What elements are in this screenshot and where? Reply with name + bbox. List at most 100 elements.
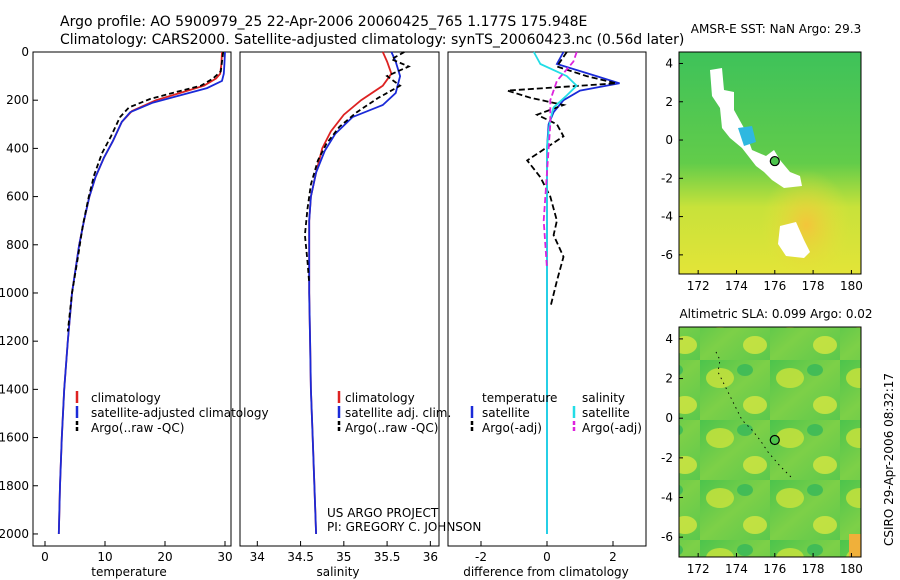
- salinity-xtick-label: 36: [423, 550, 438, 564]
- difference-legend: temperature satellite Argo(-adj) salinit…: [470, 391, 642, 435]
- temperature-xtick-label: 0: [41, 550, 49, 564]
- depth-tick-label: 2000: [0, 527, 29, 541]
- sst-map-title: AMSR-E SST: NaN Argo: 29.3: [691, 22, 861, 36]
- difference-line-salinity-satellite: [533, 51, 578, 534]
- salinity-line-satellite-adj-clim-: [308, 51, 402, 535]
- project-name: US ARGO PROJECT: [327, 506, 439, 520]
- temperature-line-argo-raw-qc-: [66, 51, 225, 332]
- sst-lat-tick-label: 4: [665, 56, 673, 70]
- sst-lat-tick-label: -2: [661, 171, 673, 185]
- sla-lat-tick-label: 0: [665, 411, 673, 425]
- salinity-line-climatology: [308, 51, 393, 535]
- depth-tick-label: 1800: [0, 479, 29, 493]
- sla-map-axis-ticks: 172 174 176 178 180 4 2 0 -2 -4 -6: [661, 332, 863, 576]
- legend-label-argo: Argo(..raw -QC): [345, 421, 438, 435]
- sst-lon-tick-label: 176: [763, 279, 786, 293]
- argo-float-marker: [769, 155, 780, 167]
- sst-lon-tick-label: 180: [840, 279, 863, 293]
- credit-text: CSIRO 29-Apr-2006 08:32:17: [882, 373, 896, 546]
- temperature-xtick-label: 10: [97, 550, 112, 564]
- sst-lon-tick-label: 172: [687, 279, 710, 293]
- depth-tick-label: 0: [21, 45, 29, 59]
- salinity-line-argo-raw-qc-: [303, 51, 411, 284]
- legend-label-temp-satellite: satellite: [482, 406, 530, 420]
- legend-label-climatology: climatology: [345, 391, 415, 405]
- temperature-xtick-label: 20: [157, 550, 172, 564]
- sst-map: [678, 51, 862, 275]
- sst-lat-tick-label: -4: [661, 210, 673, 224]
- title-line-1: Argo profile: AO 5900979_25 22-Apr-2006 …: [60, 14, 587, 30]
- legend-label-argo: Argo(..raw -QC): [91, 421, 184, 435]
- salinity-panel-frame: [239, 51, 440, 547]
- sla-lat-tick-label: -2: [661, 451, 673, 465]
- sst-frame: [678, 51, 862, 275]
- difference-xlabel: difference from climatology: [463, 565, 629, 579]
- salinity-legend: climatology satellite adj. clim. Argo(..…: [337, 391, 451, 435]
- temperature-legend: climatology satellite-adjusted climatolo…: [75, 391, 269, 435]
- title-line-2: Climatology: CARS2000. Satellite-adjuste…: [60, 32, 684, 48]
- sla-lon-tick-label: 176: [763, 562, 786, 576]
- sst-map-axis-ticks: 172 174 176 178 180 4 2 0 -2 -4 -6: [661, 56, 863, 293]
- depth-tick-label: 200: [6, 93, 29, 107]
- sla-lon-tick-label: 180: [840, 562, 863, 576]
- sla-lat-tick-label: 2: [665, 372, 673, 386]
- difference-axis-ticks: -2 0 2: [475, 541, 617, 564]
- depth-tick-label: 600: [6, 190, 29, 204]
- sla-lat-tick-label: -4: [661, 491, 673, 505]
- legend-label-sal-argo: Argo(-adj): [582, 421, 642, 435]
- difference-xtick-label: 0: [543, 550, 551, 564]
- salinity-xtick-label: 34.5: [287, 550, 314, 564]
- temperature-xtick-label: 30: [217, 550, 232, 564]
- depth-tick-label: 1400: [0, 382, 29, 396]
- temperature-series: [57, 51, 226, 535]
- sst-lon-tick-label: 174: [725, 279, 748, 293]
- depth-tick-label: 1200: [0, 334, 29, 348]
- sla-map-title: Altimetric SLA: 0.099 Argo: 0.02: [679, 307, 872, 321]
- sla-lon-tick-label: 174: [725, 562, 748, 576]
- difference-line-temperature-argo-adj-: [507, 51, 617, 308]
- legend-heading-temperature: temperature: [482, 391, 557, 405]
- legend-label-sal-satellite: satellite: [582, 406, 630, 420]
- sla-lat-tick-label: 4: [665, 332, 673, 346]
- salinity-xtick-label: 34: [250, 550, 265, 564]
- salinity-axis-ticks: 34 34.5 35 35.5 36: [250, 541, 438, 564]
- sla-lat-tick-label: -6: [661, 530, 673, 544]
- project-pi: PI: GREGORY C. JOHNSON: [327, 520, 481, 534]
- salinity-xtick-label: 35.5: [374, 550, 401, 564]
- legend-label-satellite: satellite adj. clim.: [345, 406, 451, 420]
- legend-label-climatology: climatology: [91, 391, 161, 405]
- depth-tick-label: 400: [6, 141, 29, 155]
- difference-xtick-label: 2: [609, 550, 617, 564]
- sst-lat-tick-label: 0: [665, 133, 673, 147]
- legend-heading-salinity: salinity: [582, 391, 625, 405]
- sla-lon-tick-label: 178: [802, 562, 825, 576]
- temperature-panel-frame: [32, 51, 232, 547]
- sst-missing-data: [710, 68, 802, 188]
- temperature-line-climatology: [57, 51, 223, 535]
- temperature-line-satellite-adjusted-climatology: [57, 51, 226, 535]
- sst-lon-tick-label: 178: [802, 279, 825, 293]
- salinity-series: [303, 51, 411, 535]
- sla-map: [678, 326, 862, 558]
- sst-lat-tick-label: -6: [661, 248, 673, 262]
- salinity-xlabel: salinity: [316, 565, 359, 579]
- sst-missing-data-south: [778, 222, 810, 258]
- sla-lon-tick-label: 172: [687, 562, 710, 576]
- argo-float-marker: [769, 434, 780, 446]
- sla-frame: [678, 326, 862, 558]
- difference-series: [507, 51, 620, 534]
- difference-line-salinity-argo-adj-: [542, 51, 578, 269]
- depth-tick-label: 800: [6, 238, 29, 252]
- depth-tick-label: 1000: [0, 286, 29, 300]
- salinity-xtick-label: 35: [336, 550, 351, 564]
- sla-field: [679, 327, 861, 557]
- difference-xtick-label: -2: [475, 550, 487, 564]
- temperature-axis-ticks: 0 10 20 30: [41, 541, 233, 564]
- sst-lat-tick-label: 2: [665, 95, 673, 109]
- sst-cool-patch: [738, 126, 756, 146]
- legend-label-temp-argo: Argo(-adj): [482, 421, 542, 435]
- temperature-xlabel: temperature: [91, 565, 166, 579]
- depth-axis-ticks: 0 200 400 600 800 1000 1200 1400 1600 1800 2000: [0, 45, 38, 541]
- legend-label-satellite: satellite-adjusted climatology: [91, 406, 269, 420]
